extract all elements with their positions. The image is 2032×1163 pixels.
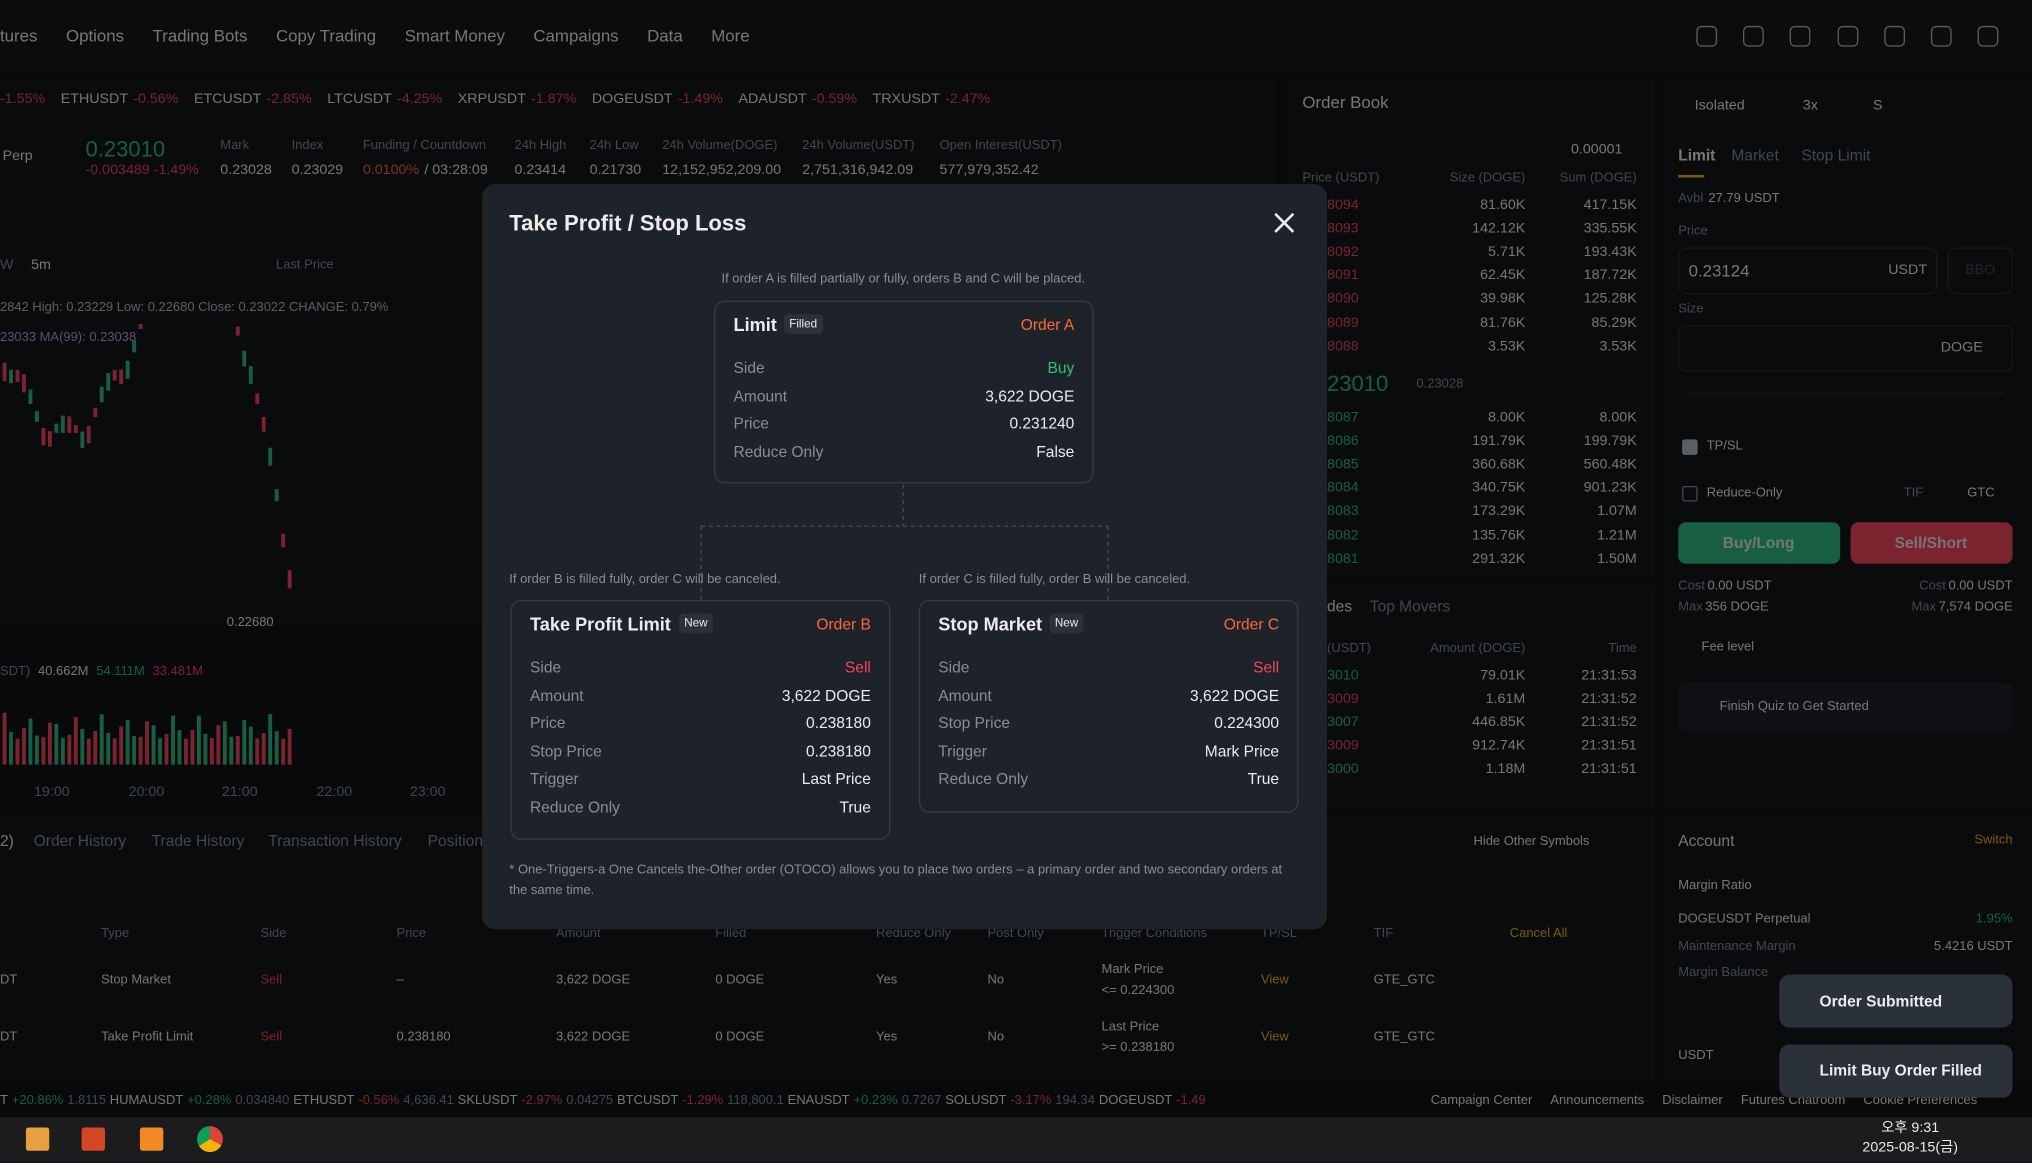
label: Trigger <box>938 742 987 761</box>
label: 오후 9:31 <box>1881 1120 1940 1136</box>
label: Reduce Only <box>530 798 620 817</box>
label: Reduce Only <box>938 770 1029 789</box>
label: 3,622 DOGE <box>781 686 871 705</box>
label: If order C is filled fully, order B will… <box>918 572 1191 588</box>
modal <box>482 184 1328 930</box>
label: 0.238180 <box>805 742 871 761</box>
label: Sell <box>844 658 871 677</box>
label: Mark Price <box>1204 742 1280 761</box>
label: 3,622 DOGE <box>985 386 1075 405</box>
label: 2025-08-15(금) <box>1862 1139 1958 1156</box>
label: Order C <box>1223 615 1280 634</box>
toast <box>1779 1044 2013 1098</box>
label: Amount <box>938 686 992 705</box>
badge: New <box>1049 613 1084 633</box>
card-title: Stop Market <box>938 613 1043 635</box>
label: Order A <box>1020 315 1075 335</box>
label: Price <box>530 714 566 733</box>
taskbar <box>0 1117 2032 1163</box>
label: False <box>1036 442 1075 461</box>
toast-text: Limit Buy Order Filled <box>1819 1061 1982 1080</box>
label: Sell <box>1253 658 1280 677</box>
label: Stop Price <box>530 742 602 761</box>
connector <box>700 484 1109 602</box>
label: Side <box>938 658 970 677</box>
label: 0.231240 <box>1009 414 1075 433</box>
label: Last Price <box>801 770 871 789</box>
label: Side <box>733 358 765 377</box>
badge: New <box>679 613 713 633</box>
app-icon[interactable] <box>139 1127 164 1151</box>
label: Amount <box>530 686 584 705</box>
close-button[interactable] <box>1270 209 1299 238</box>
app-icon[interactable] <box>81 1127 105 1151</box>
toast-text: Order Submitted <box>1819 992 1943 1011</box>
label: Buy <box>1047 358 1075 377</box>
label: 0.238180 <box>805 714 871 733</box>
app-icon[interactable] <box>196 1126 223 1153</box>
modal-title: Take Profit / Stop Loss <box>509 210 747 236</box>
label: Amount <box>733 386 788 405</box>
label: True <box>839 798 871 817</box>
badge: Filled <box>784 314 823 334</box>
label: Stop Price <box>938 714 1010 733</box>
app-icon[interactable] <box>25 1127 50 1151</box>
order-card <box>510 600 891 840</box>
order-card <box>918 600 1299 813</box>
label: 0.224300 <box>1214 714 1280 733</box>
label: 3,622 DOGE <box>1190 686 1280 705</box>
toast <box>1779 974 2013 1028</box>
label: True <box>1247 770 1280 789</box>
order-card <box>714 300 1094 484</box>
label: Price <box>733 414 769 433</box>
label: Side <box>530 658 562 677</box>
label: * One-Triggers-a One Cancels the-Other o… <box>509 863 1283 899</box>
label: Trigger <box>530 770 579 789</box>
label: If order A is filled partially or fully,… <box>721 272 1086 287</box>
label: Reduce Only <box>733 442 824 461</box>
label: Order B <box>816 615 871 634</box>
card-title: Take Profit Limit <box>530 613 671 635</box>
card-title: Limit <box>733 314 777 336</box>
label: If order B is filled fully, order C will… <box>509 572 781 588</box>
